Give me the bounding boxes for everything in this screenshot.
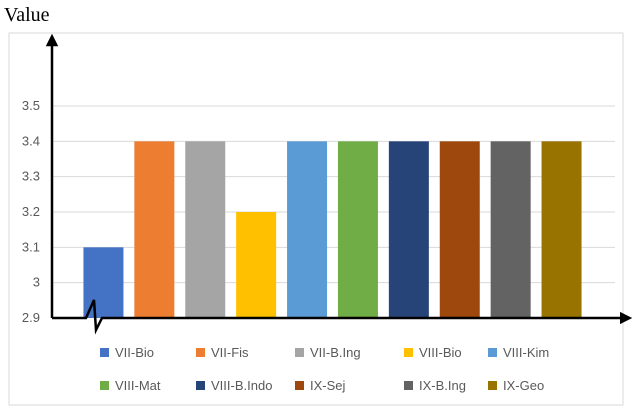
y-tick-label: 3.4 (22, 133, 40, 148)
y-axis-title: Value (4, 4, 50, 26)
legend-label: VIII-B.Indo (211, 378, 272, 393)
legend-swatch (196, 348, 205, 357)
legend-swatch (295, 381, 304, 390)
legend-label: VIII-Kim (503, 345, 549, 360)
legend-swatch (488, 381, 497, 390)
bar (236, 212, 277, 318)
y-tick-label: 3.5 (22, 98, 40, 113)
bar (134, 141, 175, 318)
bar (287, 141, 328, 318)
legend-label: VII-Fis (211, 345, 249, 360)
bar (439, 141, 480, 318)
bar (490, 141, 531, 318)
bar (337, 141, 378, 318)
bar (388, 141, 429, 318)
legend-label: IX-B.Ing (419, 378, 466, 393)
x-axis-break-line (52, 299, 626, 335)
legend-swatch (100, 348, 109, 357)
legend-label: VIII-Bio (419, 345, 462, 360)
legend-swatch (404, 381, 413, 390)
legend-label: VIII-Mat (115, 378, 161, 393)
y-tick-label: 3.2 (22, 204, 40, 219)
legend-swatch (100, 381, 109, 390)
y-tick-label: 3.3 (22, 169, 40, 184)
legend-swatch (196, 381, 205, 390)
legend-swatch (488, 348, 497, 357)
legend-label: VII-B.Ing (310, 345, 361, 360)
legend-swatch (295, 348, 304, 357)
bar (185, 141, 226, 318)
legend-label: IX-Geo (503, 378, 544, 393)
chart-border (8, 32, 624, 406)
y-tick-label: 3 (33, 275, 40, 290)
y-tick-label: 2.9 (22, 310, 40, 325)
legend-swatch (404, 348, 413, 357)
bar (541, 141, 582, 318)
y-tick-label: 3.1 (22, 239, 40, 254)
legend-label: IX-Sej (310, 378, 346, 393)
legend-label: VII-Bio (115, 345, 154, 360)
